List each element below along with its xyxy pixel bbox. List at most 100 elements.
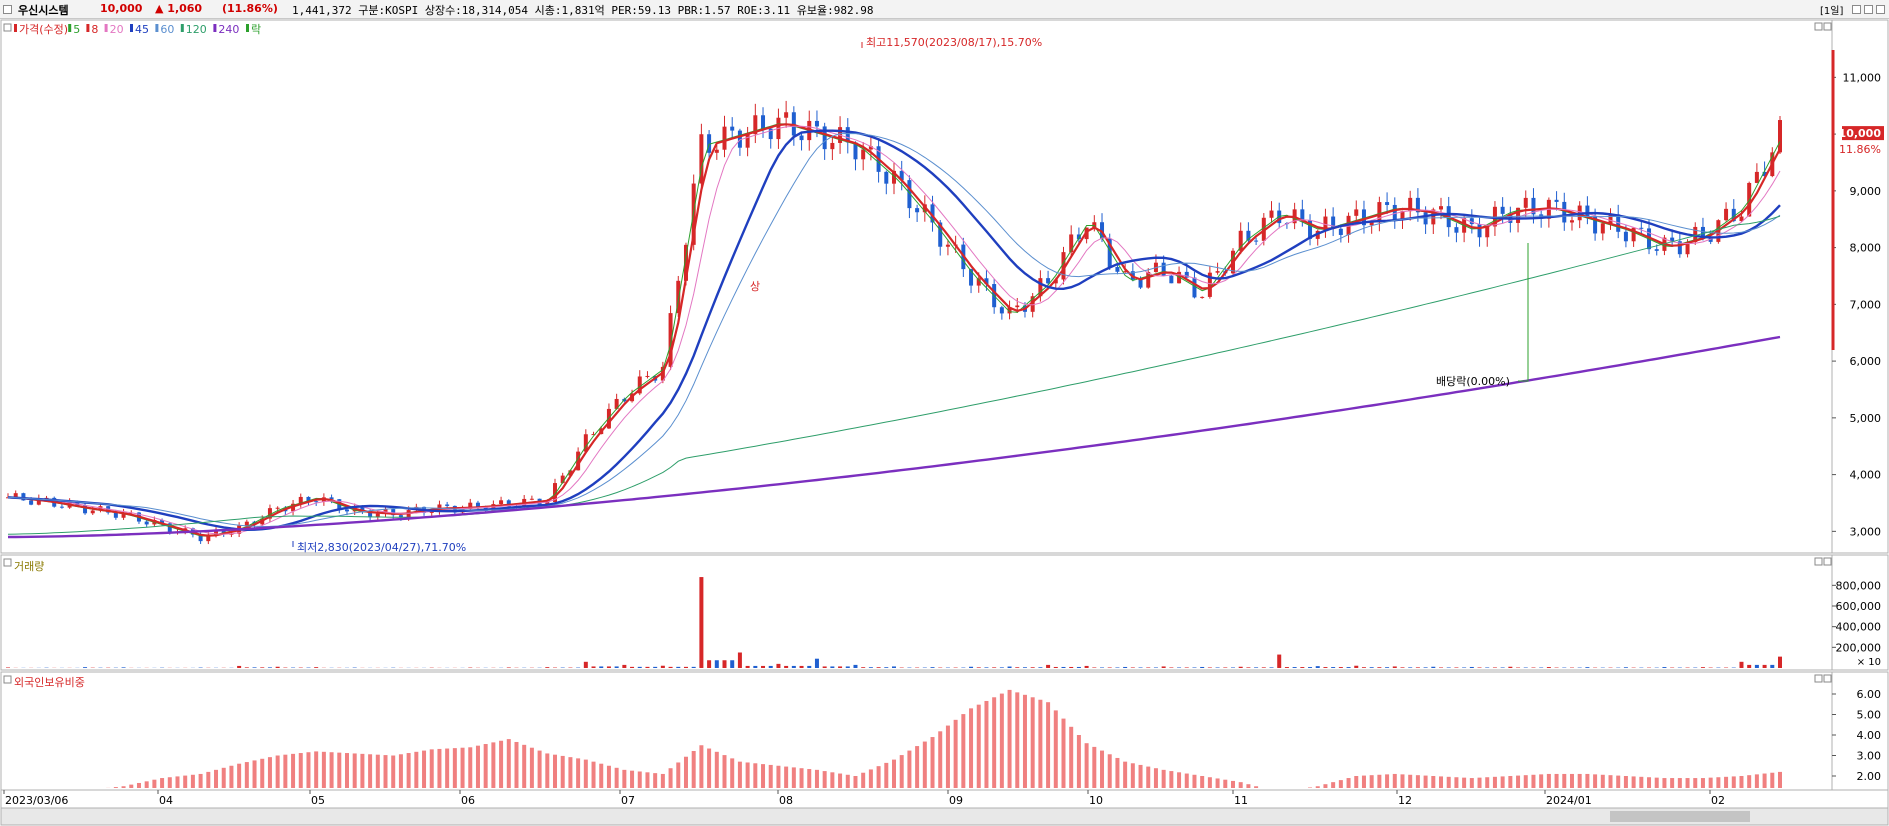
foreign-ratio-bar [714, 751, 719, 788]
foreign-ratio-bar [445, 748, 450, 788]
candle-body [568, 470, 573, 476]
foreign-ratio-bar [152, 779, 157, 788]
foreign-ratio-legend: 외국인보유비중 [14, 676, 85, 689]
candle-body [1238, 230, 1243, 251]
foreign-ratio-bar [406, 753, 411, 788]
candle-body [1623, 231, 1628, 242]
volume-bar [799, 665, 804, 668]
foreign-ratio-bar [1230, 780, 1235, 788]
foreign-ratio-bar [568, 757, 573, 788]
candle-body [861, 149, 866, 160]
candle-body [1731, 208, 1736, 222]
volume-bar [930, 667, 935, 668]
candle-body [1554, 199, 1559, 202]
foreign-ratio-bar [1022, 694, 1027, 788]
panel-maximize-icon[interactable] [1814, 557, 1823, 566]
candle-body [645, 375, 650, 377]
scrollbar[interactable] [0, 807, 1889, 826]
candle-body [398, 515, 403, 518]
price-tick-label: 11,000 [1843, 71, 1882, 84]
panel-close-icon[interactable] [1823, 557, 1832, 566]
foreign-ratio-bar [822, 771, 827, 788]
scrollbar-thumb[interactable] [1610, 811, 1750, 822]
foreign-ratio-bar [1593, 774, 1598, 788]
candle-body [144, 521, 149, 525]
volume-bar [1246, 667, 1251, 668]
candle-body [214, 529, 219, 535]
volume-bar [822, 666, 827, 668]
candle-body [984, 278, 989, 285]
period-button[interactable]: [1일] [1820, 6, 1844, 17]
price-tick-label: 5,000 [1850, 412, 1882, 425]
foreign-ratio-bar [267, 757, 272, 788]
panel-checkbox[interactable] [3, 558, 12, 567]
candle-body [1454, 227, 1459, 233]
volume-bar [545, 667, 550, 668]
price-tick-label: 6,000 [1850, 355, 1882, 368]
foreign-ratio-bar [1092, 746, 1097, 788]
candle-body [13, 493, 18, 498]
panel-close-icon[interactable] [1823, 674, 1832, 683]
volume-bar [1385, 667, 1390, 668]
candle-body [1593, 216, 1598, 234]
stock-name: 우신시스템 [18, 4, 69, 17]
candle-body [976, 278, 981, 286]
candle-body [360, 507, 365, 511]
dividend-annotation: 배당락(0.00%) [1436, 375, 1510, 388]
foreign-ratio-bar [614, 767, 619, 788]
panel-checkbox[interactable] [3, 675, 12, 684]
foreign-ratio-bar [1207, 777, 1212, 788]
foreign-ratio-bar [1770, 772, 1775, 788]
volume-bar [314, 667, 319, 668]
panel-checkbox[interactable] [3, 23, 12, 32]
candle-body [21, 493, 26, 501]
dividend-marker [1518, 243, 1529, 382]
foreign-ratio-bar [599, 763, 604, 788]
foreign-ratio-bar [1677, 778, 1682, 788]
price-change: ▲ 1,060 [155, 2, 203, 15]
candle-body [1069, 234, 1074, 253]
volume-bar [1007, 666, 1012, 668]
volume-bar [1415, 667, 1420, 668]
foreign-ratio-bar [252, 760, 257, 788]
panel-close-icon[interactable] [1823, 22, 1832, 31]
panel-maximize-icon[interactable] [1814, 22, 1823, 31]
foreign-ratio-bar [1030, 697, 1035, 788]
foreign-ratio-bar [1492, 776, 1497, 788]
volume-bar [1161, 666, 1166, 668]
candle-body [1092, 222, 1097, 228]
foreign-ratio-bar [1423, 775, 1428, 788]
price-tick-label: 3,000 [1850, 525, 1882, 538]
foreign-ratio-bar [136, 782, 141, 788]
close-icon[interactable] [1876, 5, 1885, 14]
ma-line-240 [8, 335, 1781, 539]
foreign-ratio-bar [337, 752, 342, 788]
volume-bar [1338, 667, 1343, 668]
foreign-ratio-bar [1562, 773, 1567, 788]
candle-body [1700, 226, 1705, 238]
volume-bar [730, 660, 735, 668]
candle-body [714, 149, 719, 153]
volume-bar [838, 666, 843, 668]
foreign-ratio-bar [1200, 776, 1205, 788]
candle-body [560, 475, 565, 484]
volume-bar [1292, 667, 1297, 668]
volume-bar [1300, 667, 1305, 668]
volume-bar [1431, 666, 1436, 668]
volume-bar [707, 660, 712, 668]
foreign-ratio-bar [1153, 768, 1158, 788]
last-price-label: 10,000 [1839, 127, 1882, 140]
foreign-ratio-bar [1516, 775, 1521, 788]
volume-bar [776, 663, 781, 668]
foreign-ratio-bar [1007, 689, 1012, 788]
foreign-ratio-bar [1608, 775, 1613, 788]
candle-body [814, 120, 819, 127]
candle-body [198, 534, 203, 542]
foreign-ratio-bar [1585, 773, 1590, 788]
minimize-icon[interactable] [1852, 5, 1861, 14]
maximize-icon[interactable] [1864, 5, 1873, 14]
window-checkbox[interactable] [3, 5, 12, 14]
foreign-ratio-bar [1076, 735, 1081, 788]
foreign-ratio-bar [753, 763, 758, 788]
panel-maximize-icon[interactable] [1814, 674, 1823, 683]
